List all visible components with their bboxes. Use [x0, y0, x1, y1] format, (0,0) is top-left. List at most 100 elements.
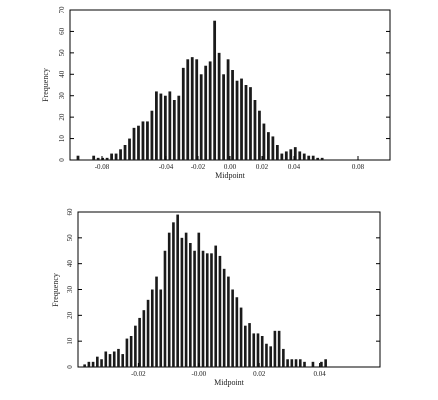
- histogram-bar: [123, 145, 127, 160]
- x-tick-label: -0.02: [191, 163, 206, 171]
- y-axis-label: Frequency: [41, 68, 50, 102]
- x-tick-label: 0.00: [224, 163, 237, 171]
- y-tick-label: 30: [66, 286, 74, 294]
- histogram-bar: [252, 333, 256, 367]
- y-tick-label: 70: [58, 6, 66, 14]
- histogram-bar: [298, 151, 302, 160]
- histogram-bar: [150, 289, 154, 367]
- y-tick-label: 40: [58, 70, 66, 78]
- histogram-bar: [235, 80, 239, 160]
- histogram-bar: [244, 85, 248, 160]
- histogram-bar: [307, 155, 311, 160]
- y-tick-label: 0: [58, 158, 66, 162]
- histogram-bar: [172, 222, 175, 367]
- histogram-bar: [324, 359, 327, 367]
- histogram-bar: [121, 354, 125, 367]
- plot-frame: [69, 9, 391, 161]
- histogram-bar: [240, 78, 243, 160]
- histogram-bar: [201, 250, 205, 367]
- histogram-bar: [273, 330, 277, 367]
- x-tick-label: 0.02: [256, 163, 269, 171]
- histogram-bar: [320, 157, 324, 160]
- histogram-bar: [277, 330, 281, 367]
- histogram-bar: [186, 59, 190, 160]
- histogram-bar: [104, 351, 108, 367]
- x-axis-ticks: -0.08 -0.04 -0.02 0.00 0.02 0.04 0.08: [95, 156, 365, 171]
- x-tick-label: -0.08: [95, 163, 110, 171]
- histogram-bar: [163, 95, 167, 160]
- x-axis-label: Midpoint: [214, 378, 245, 387]
- histogram-bar: [110, 153, 113, 160]
- histogram-bar: [92, 155, 96, 160]
- histogram-bar: [195, 59, 199, 160]
- histogram-bar: [189, 243, 192, 367]
- histogram-bar: [137, 125, 140, 160]
- histogram-bar: [204, 65, 208, 160]
- histogram-bar: [253, 100, 257, 160]
- histogram-bar: [181, 67, 185, 160]
- histogram-bar: [197, 232, 201, 367]
- histogram-bar: [101, 157, 105, 160]
- y-tick-label: 60: [66, 208, 74, 216]
- y-tick-label: 40: [66, 260, 74, 268]
- x-tick-label: -0.00: [192, 370, 207, 378]
- histogram-bar: [190, 57, 194, 160]
- histogram-bar: [167, 232, 171, 367]
- histogram-bar: [132, 127, 136, 160]
- histogram-bar: [96, 356, 99, 367]
- y-tick-label: 10: [58, 135, 66, 143]
- histogram-bar: [231, 289, 234, 367]
- histogram-bar: [302, 153, 306, 160]
- histogram-bar: [311, 155, 315, 160]
- histogram-bar: [105, 157, 109, 160]
- histogram-bar: [213, 20, 217, 161]
- histogram-bar: [163, 250, 167, 367]
- histogram-bar: [155, 91, 158, 160]
- y-tick-label: 10: [66, 337, 74, 345]
- histogram-bar: [134, 325, 137, 367]
- histogram-bar: [316, 157, 320, 160]
- histogram-bar: [235, 297, 239, 367]
- histogram-bar: [112, 351, 116, 367]
- histogram-bar: [199, 74, 203, 160]
- y-tick-label: 30: [58, 92, 66, 100]
- histogram-bar: [320, 361, 323, 367]
- histogram-bar: [311, 361, 315, 367]
- histogram-bar: [271, 136, 275, 160]
- histogram-bar: [258, 110, 261, 160]
- histogram-bar: [262, 123, 266, 160]
- histogram-bar: [119, 149, 122, 160]
- x-tick-label: 0.08: [352, 163, 365, 171]
- histogram-bar: [168, 91, 172, 160]
- histogram-bar: [298, 359, 302, 367]
- y-tick-label: 20: [58, 113, 66, 121]
- bars: [76, 20, 324, 161]
- histogram-bar: [293, 147, 297, 160]
- x-tick-label: -0.02: [131, 370, 146, 378]
- histogram-bar: [208, 61, 212, 160]
- histogram-bar: [150, 110, 154, 160]
- histogram-bar: [217, 52, 221, 160]
- histogram-bar: [222, 268, 226, 367]
- histogram-bar: [96, 157, 100, 160]
- histogram-bar: [239, 307, 243, 367]
- histogram-bar: [222, 74, 225, 160]
- x-axis-ticks: -0.02 -0.00 0.02 0.04: [131, 363, 326, 378]
- histogram-bar: [91, 361, 95, 367]
- histogram-bar: [125, 338, 129, 367]
- y-tick-label: 60: [58, 27, 66, 35]
- histogram-bar: [280, 153, 284, 160]
- histogram-bar: [214, 245, 218, 367]
- histogram-bar: [176, 214, 179, 367]
- histogram-bar: [87, 361, 91, 367]
- x-tick-label: 0.04: [288, 163, 301, 171]
- x-tick-label: -0.04: [159, 163, 174, 171]
- histogram-bar: [267, 132, 270, 160]
- y-tick-label: 50: [66, 234, 74, 242]
- histogram-bar: [129, 336, 133, 367]
- histogram-bar: [155, 276, 158, 367]
- histogram-bottom: 0 10 20 30 40 50 60 -0.02 -0.00 0.02 0.04 Midpoin…: [51, 208, 381, 387]
- histogram-bar: [177, 95, 181, 160]
